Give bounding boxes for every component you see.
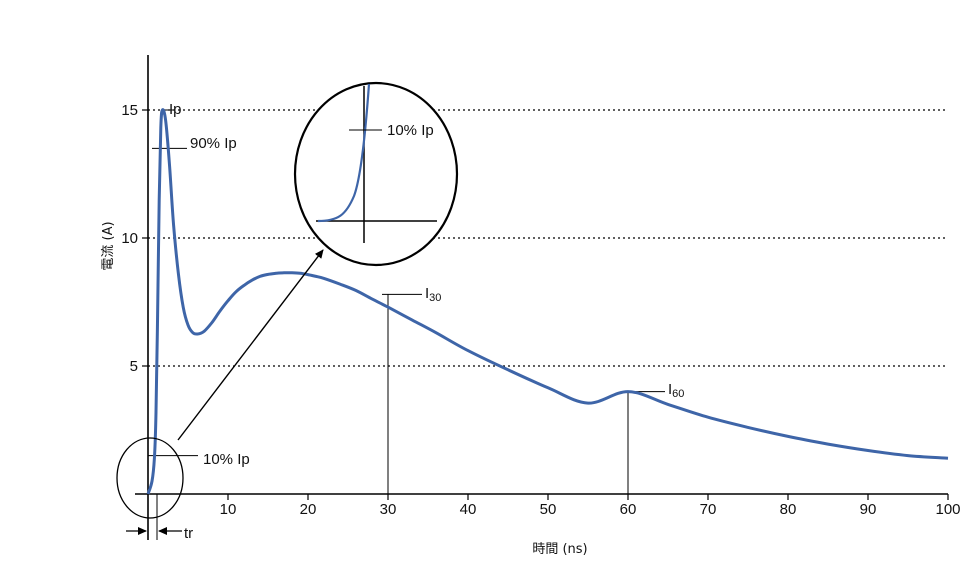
x-tick-label: 20 — [300, 501, 317, 518]
zoom-arrow — [177, 249, 324, 441]
x-tick-label: 10 — [220, 501, 237, 518]
grid-lines — [148, 109, 948, 367]
ninety-percent-label: 90% Ip — [190, 135, 237, 152]
ten-percent-label: 10% Ip — [203, 451, 250, 468]
x-tick-label: 50 — [540, 501, 557, 518]
current-waveform-line — [146, 108, 949, 495]
x-tick-label: 70 — [700, 501, 717, 518]
x-tick-label: 40 — [460, 501, 477, 518]
x-tick-label: 90 — [860, 501, 877, 518]
zoom-circle — [116, 437, 184, 519]
x-tick-label: 60 — [620, 501, 637, 518]
i30-label: I30 — [425, 285, 441, 304]
x-tick-label: 80 — [780, 501, 797, 518]
ip-label: Ip — [169, 101, 182, 118]
inset-ten-percent-label: 10% Ip — [387, 122, 434, 139]
x-tick-label: 30 — [380, 501, 397, 518]
x-axis-label: 時間 (ns) — [532, 542, 587, 557]
y-tick-label: 10 — [121, 230, 138, 247]
rise-time-label: tr — [184, 525, 193, 542]
rise-time-marker — [126, 494, 182, 540]
y-tick-label: 15 — [121, 102, 138, 119]
inset-circle — [293, 81, 459, 267]
y-axis-label: 電流 (A) — [101, 221, 116, 270]
x-ticks: 10 20 30 40 50 60 70 80 90 100 — [220, 494, 961, 518]
i60-label: I60 — [668, 381, 684, 400]
x-tick-label: 100 — [935, 501, 960, 518]
y-tick-label: 5 — [130, 358, 138, 375]
y-ticks: 5 10 15 — [121, 102, 148, 375]
inset-waveform-line — [317, 83, 371, 223]
